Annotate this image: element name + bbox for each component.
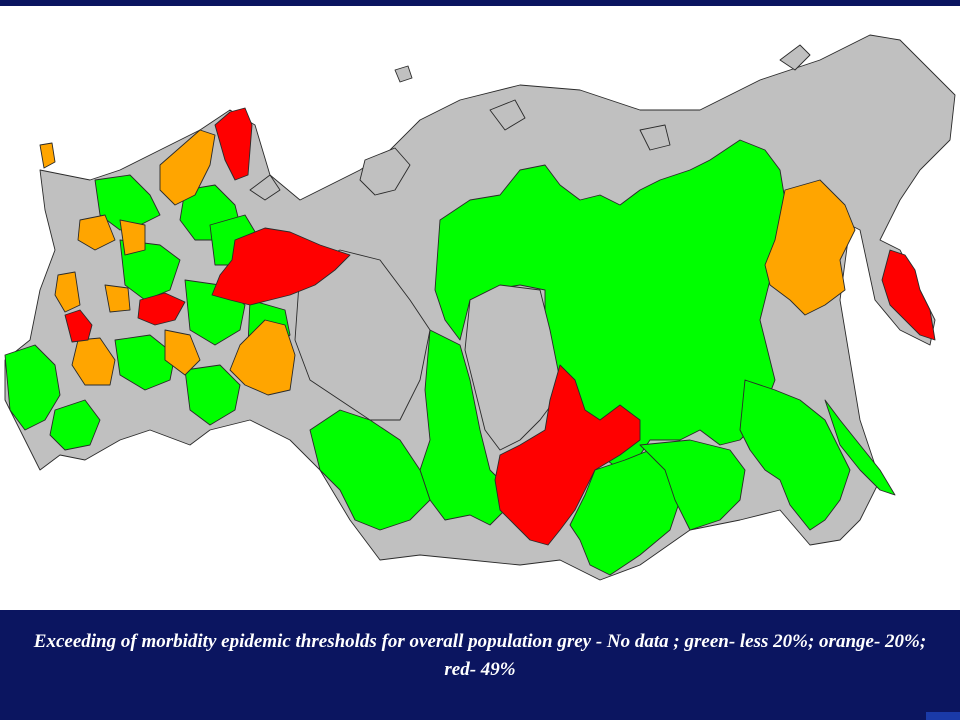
- region-grey: [489, 99, 526, 131]
- region-red: [137, 292, 186, 326]
- region-grey: [249, 174, 281, 201]
- region-orange: [71, 337, 116, 386]
- region-red: [494, 364, 641, 546]
- region-grey: [779, 44, 811, 71]
- region-orange: [764, 179, 856, 316]
- region-red: [211, 227, 351, 306]
- region-red: [64, 309, 93, 343]
- map-caption: Exceeding of morbidity epidemic threshol…: [33, 631, 927, 680]
- region-orange: [229, 319, 296, 396]
- map-area: [0, 6, 960, 610]
- region-green: [419, 329, 506, 526]
- region-red: [881, 249, 936, 341]
- region-green: [824, 399, 896, 496]
- top-band: [0, 0, 960, 6]
- region-grey: [464, 284, 561, 451]
- region-orange: [54, 271, 81, 313]
- region-grey: [394, 65, 413, 83]
- region-orange: [119, 219, 146, 256]
- region-green: [114, 334, 176, 391]
- region-orange: [159, 129, 216, 206]
- region-orange: [164, 329, 201, 376]
- region-green: [49, 399, 101, 451]
- region-green: [739, 379, 851, 531]
- region-orange: [104, 284, 131, 313]
- region-grey: [639, 124, 671, 151]
- region-grey: [294, 249, 431, 421]
- region-orange: [77, 214, 116, 251]
- region-green: [184, 364, 241, 426]
- region-orange: [39, 142, 56, 169]
- russia-regions-map: [4, 34, 956, 581]
- region-green: [119, 239, 181, 301]
- region-red: [214, 107, 253, 181]
- corner-accent: [926, 712, 960, 720]
- region-grey: [359, 147, 411, 196]
- region-green: [639, 439, 746, 531]
- region-green: [309, 409, 431, 531]
- region-green: [4, 344, 61, 431]
